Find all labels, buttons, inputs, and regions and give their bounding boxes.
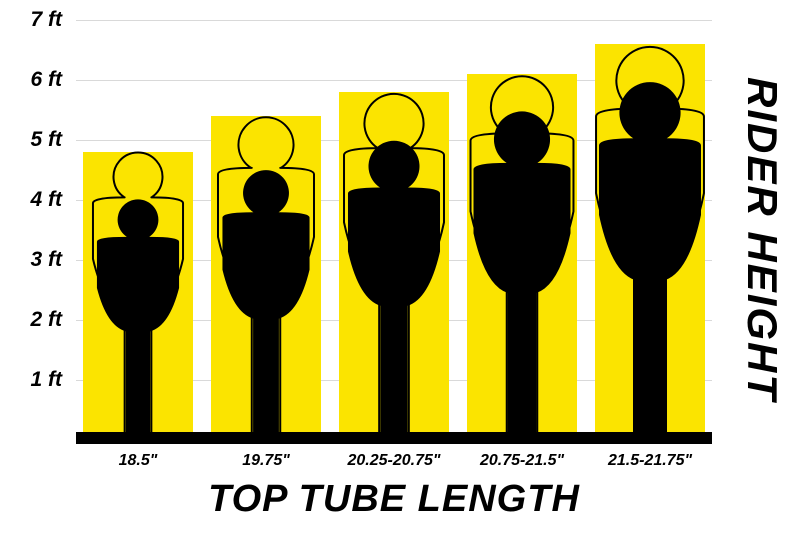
x-axis-ticks: 18.5" 19.75" 20.25-20.75" 20.75-21.5" 21.5-2… [76,452,712,478]
y-tick: 2 ft [31,308,63,332]
rider-figure [68,146,208,440]
size-chart: 1 ft 2 ft 3 ft 4 ft 5 ft 6 ft 7 ft 18.5" 19.75"… [0,0,792,535]
y-tick: 4 ft [31,188,63,212]
y-tick: 5 ft [31,128,63,152]
x-tick: 19.75" [211,452,321,470]
y-tick: 1 ft [31,368,63,392]
y-axis-ticks: 1 ft 2 ft 3 ft 4 ft 5 ft 6 ft 7 ft [8,0,70,440]
rider-figure [324,86,464,440]
x-tick: 20.75-21.5" [467,452,577,470]
baseline-stripe [76,432,712,444]
y-tick: 7 ft [31,8,63,32]
x-tick: 18.5" [83,452,193,470]
x-axis-title: TOP TUBE LENGTH [76,478,712,521]
rider-figure [452,68,592,440]
rider-figure [580,38,720,440]
x-tick: 20.25-20.75" [339,452,449,470]
x-tick: 21.5-21.75" [595,452,705,470]
y-tick: 6 ft [31,68,63,92]
y-tick: 3 ft [31,248,63,272]
plot-area [76,20,712,440]
y-axis-title: RIDER HEIGHT [730,40,786,440]
rider-figure [196,110,336,440]
